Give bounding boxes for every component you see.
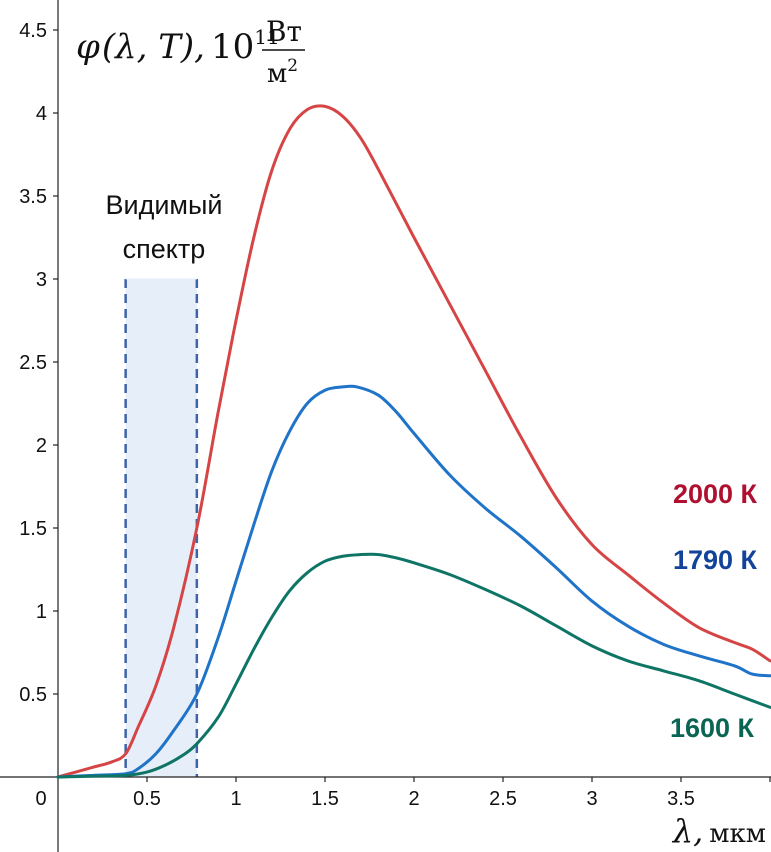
series-line-1600k bbox=[56, 552, 771, 779]
x-tick-label: 0.5 bbox=[133, 788, 161, 810]
y-tick-label: 4 bbox=[36, 103, 47, 125]
y-axis-label: φ(λ, T), 1011 bbox=[76, 25, 280, 67]
series-label-2000k: 2000 К bbox=[673, 479, 758, 509]
chart-text: 2000 К 1790 К 1600 К Видимый спектр φ(λ, T), 1… bbox=[76, 15, 766, 850]
y-unit-denominator: м2 bbox=[267, 56, 298, 89]
visible-spectrum-label: спектр bbox=[123, 234, 206, 264]
y-tick-label: 2.5 bbox=[19, 352, 47, 374]
visible-spectrum-band bbox=[124, 278, 199, 777]
origin-label: 0 bbox=[35, 788, 46, 810]
x-axis-label: λ, мкм bbox=[671, 812, 766, 850]
y-tick-label: 1 bbox=[36, 601, 47, 623]
y-tick-label: 1.5 bbox=[19, 518, 47, 540]
y-unit-numerator: Вт bbox=[266, 15, 302, 48]
series-label-1790k: 1790 К bbox=[673, 545, 758, 575]
y-tick-label: 2 bbox=[36, 435, 47, 457]
series-line-2000k bbox=[56, 104, 771, 779]
x-tick-label: 2 bbox=[408, 788, 419, 810]
visible-spectrum-label: Видимый bbox=[106, 190, 223, 220]
y-tick-label: 4.5 bbox=[19, 20, 47, 42]
x-tick-label: 3.5 bbox=[667, 788, 695, 810]
y-tick-label: 3.5 bbox=[19, 186, 47, 208]
series-label-1600k: 1600 К bbox=[670, 713, 755, 743]
y-tick-label: 3 bbox=[36, 269, 47, 291]
x-tick-label: 1.5 bbox=[311, 788, 339, 810]
y-tick-label: 0.5 bbox=[19, 684, 47, 706]
x-tick-label: 1 bbox=[230, 788, 241, 810]
series-line-1790k bbox=[56, 384, 771, 779]
visible-band-fill bbox=[125, 279, 197, 777]
series-lines bbox=[56, 104, 771, 779]
x-tick-label: 2.5 bbox=[489, 788, 517, 810]
x-tick-label: 3 bbox=[586, 788, 597, 810]
